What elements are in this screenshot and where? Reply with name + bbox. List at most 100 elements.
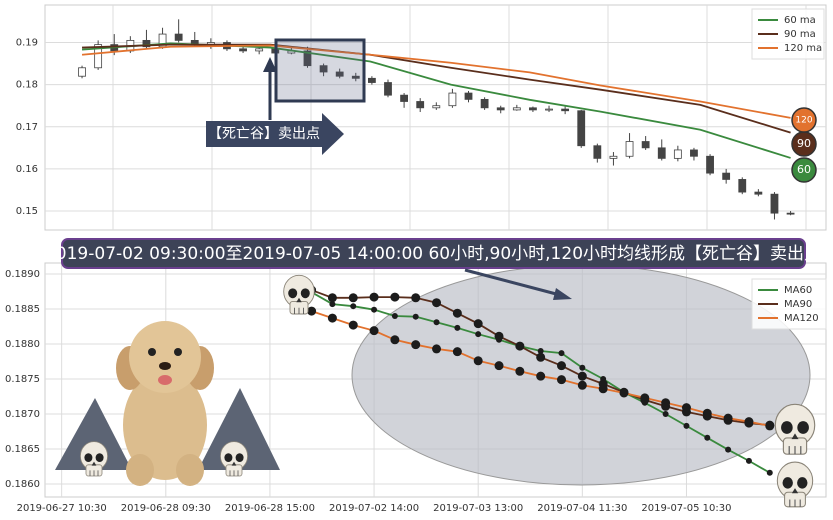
x-tick-label: 2019-07-04 11:30 <box>537 503 627 514</box>
candle-body <box>319 65 328 73</box>
dog-tongue <box>158 375 172 385</box>
candle-body <box>673 149 682 159</box>
candle-body <box>545 108 553 111</box>
candle-body <box>529 107 537 111</box>
x-tick-label: 2019-06-28 09:30 <box>121 503 211 514</box>
candle-body <box>625 141 634 157</box>
point <box>473 319 483 329</box>
point <box>765 421 775 431</box>
candle-body <box>432 105 441 109</box>
point <box>327 293 337 303</box>
point <box>704 434 711 441</box>
point <box>494 331 504 341</box>
point <box>433 319 440 326</box>
x-tick-label: 2019-07-03 13:00 <box>433 503 523 514</box>
candle-body <box>609 155 618 159</box>
end-badge-label: 60 <box>797 163 811 176</box>
point <box>432 298 442 308</box>
arrow-head <box>263 57 277 72</box>
ma-line <box>81 44 791 119</box>
point <box>766 469 773 476</box>
point <box>661 398 671 408</box>
highlight-box <box>274 38 366 103</box>
candle-body <box>400 94 408 102</box>
point <box>619 388 629 398</box>
point <box>536 371 546 381</box>
candle-body <box>303 50 312 67</box>
mountain <box>55 398 132 470</box>
point <box>723 413 733 423</box>
end-badge <box>791 157 817 183</box>
point <box>307 306 317 316</box>
y-tick-label: 0.19 <box>16 38 38 49</box>
point <box>725 446 732 453</box>
point <box>350 303 357 310</box>
point <box>557 375 567 385</box>
point <box>327 313 337 323</box>
x-tick-label: 2019-06-27 10:30 <box>17 503 107 514</box>
point <box>475 331 482 338</box>
y-tick-label: 0.1890 <box>5 269 40 280</box>
x-tick-label: 2019-07-02 14:00 <box>329 503 419 514</box>
candle-body <box>367 77 376 83</box>
candle-body <box>142 39 151 48</box>
end-badge <box>791 107 817 133</box>
end-badge-label: 90 <box>797 137 811 150</box>
legend-label: MA90 <box>784 299 812 310</box>
mountain <box>198 388 280 470</box>
point <box>473 356 483 366</box>
candle-body <box>78 67 86 77</box>
point <box>348 320 358 330</box>
candle-body <box>754 191 763 195</box>
candle-body <box>464 92 473 100</box>
candle-body <box>239 48 247 52</box>
point <box>683 422 690 429</box>
legend-label: 120 ma <box>784 43 822 54</box>
candle-body <box>351 75 360 79</box>
label-arrow <box>206 113 344 155</box>
y-tick-label: 0.15 <box>16 206 38 217</box>
point <box>452 347 462 357</box>
y-tick-label: 0.17 <box>16 122 38 133</box>
legend-label: 60 ma <box>784 15 816 26</box>
point <box>557 361 567 371</box>
y-tick-label: 0.18 <box>16 80 38 91</box>
y-tick-label: 0.1860 <box>5 479 40 490</box>
y-tick-label: 0.1875 <box>5 374 40 385</box>
y-tick-label: 0.1865 <box>5 444 40 455</box>
dog-nose <box>159 362 171 370</box>
candle-body <box>480 98 489 109</box>
candle-body <box>561 108 570 112</box>
y-tick-label: 0.16 <box>16 164 38 175</box>
point <box>745 457 752 464</box>
point <box>702 408 712 418</box>
point <box>369 326 379 336</box>
end-badge-label: 120 <box>795 116 812 126</box>
candle-body <box>690 149 698 157</box>
point <box>744 417 754 427</box>
dog-paw <box>126 454 154 486</box>
point <box>537 347 544 354</box>
point <box>662 410 669 417</box>
candle-body <box>577 110 586 147</box>
candle-body <box>512 107 521 111</box>
point <box>390 292 400 302</box>
point <box>454 324 461 331</box>
point <box>452 308 462 318</box>
point <box>369 292 379 302</box>
candle-body <box>174 33 183 41</box>
candle-body <box>722 172 731 180</box>
point <box>579 364 586 371</box>
point <box>391 312 398 319</box>
y-tick-label: 0.1885 <box>5 304 40 315</box>
legend-label: MA120 <box>784 313 819 324</box>
y-tick-label: 0.1870 <box>5 409 40 420</box>
point <box>411 293 421 303</box>
point <box>412 313 419 320</box>
banner: 2019-07-02 09:30:00至2019-07-05 14:00:00 … <box>45 244 821 264</box>
arrow <box>464 268 561 297</box>
illustration <box>55 274 816 508</box>
candle-body <box>416 101 425 109</box>
point <box>577 380 587 390</box>
